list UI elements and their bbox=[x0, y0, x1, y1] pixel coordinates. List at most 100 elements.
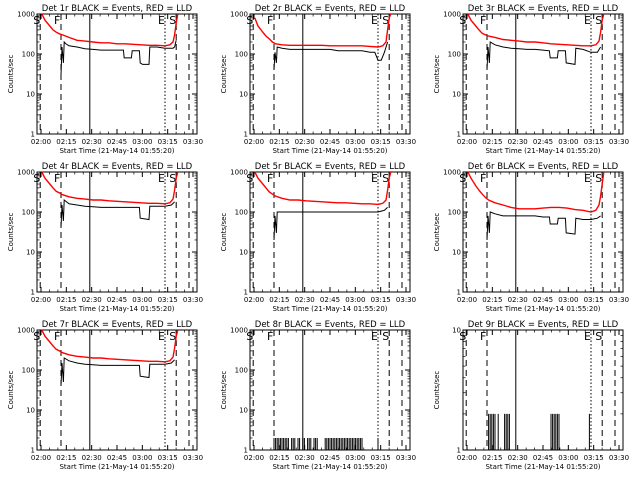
y-axis-label: Counts/sec bbox=[220, 55, 228, 94]
y-axis-label: Counts/sec bbox=[7, 371, 15, 410]
marker-label: S bbox=[382, 14, 389, 27]
x-tick-label: 03:30 bbox=[396, 296, 416, 304]
chart-panel-8: Det 8r BLACK = Events, RED = LLD 1 10 100 10… bbox=[220, 320, 416, 471]
x-axis-label: Start Time (21-May-14 01:55:20) bbox=[59, 147, 174, 155]
y-tick-label: 10 bbox=[26, 407, 35, 415]
x-tick-label: 03:00 bbox=[558, 138, 578, 146]
marker-label: E bbox=[158, 330, 165, 343]
series-line-events bbox=[60, 357, 175, 386]
chart-panel-6: Det 6r BLACK = Events, RED = LLD 1 10 100 10… bbox=[433, 162, 629, 313]
y-tick-label: 100 bbox=[22, 367, 35, 375]
series-line-lld bbox=[467, 171, 605, 213]
y-axis-label: Counts/sec bbox=[433, 371, 441, 410]
x-axis-label: Start Time (21-May-14 01:55:20) bbox=[272, 463, 387, 471]
x-tick-label: 03:15 bbox=[158, 454, 178, 462]
marker-label: E bbox=[584, 330, 591, 343]
x-tick-label: 03:00 bbox=[345, 454, 365, 462]
chart-title: Det 5r BLACK = Events, RED = LLD bbox=[255, 162, 406, 172]
x-tick-label: 02:30 bbox=[82, 138, 102, 146]
series-line-lld bbox=[41, 329, 179, 363]
chart-title: Det 4r BLACK = Events, RED = LLD bbox=[42, 162, 193, 172]
y-tick-label: 10 bbox=[26, 249, 35, 257]
chart-title: Det 1r BLACK = Events, RED = LLD bbox=[42, 4, 193, 14]
x-tick-label: 02:15 bbox=[56, 454, 76, 462]
y-tick-label: 1000 bbox=[443, 11, 461, 19]
marker-label: F bbox=[480, 172, 486, 185]
x-tick-label: 02:00 bbox=[31, 138, 51, 146]
y-tick-label: 1 bbox=[31, 289, 35, 297]
x-tick-label: 02:45 bbox=[107, 296, 127, 304]
y-tick-label: 1 bbox=[31, 447, 35, 455]
marker-label: E bbox=[584, 172, 591, 185]
y-tick-label: 100 bbox=[448, 209, 461, 217]
series-line-lld bbox=[467, 13, 605, 47]
x-tick-label: 02:30 bbox=[295, 296, 315, 304]
marker-label: S bbox=[246, 330, 253, 343]
y-tick-label: 10 bbox=[452, 327, 461, 335]
marker-label: F bbox=[267, 14, 273, 27]
x-tick-label: 03:00 bbox=[132, 296, 152, 304]
chart-title: Det 3r BLACK = Events, RED = LLD bbox=[468, 4, 619, 14]
y-tick-label: 10 bbox=[239, 249, 248, 257]
marker-label: E bbox=[371, 330, 378, 343]
x-tick-label: 03:00 bbox=[345, 296, 365, 304]
x-tick-label: 02:00 bbox=[457, 296, 477, 304]
x-tick-label: 02:15 bbox=[269, 296, 289, 304]
x-axis-label: Start Time (21-May-14 01:55:20) bbox=[485, 305, 600, 313]
x-tick-label: 03:00 bbox=[132, 138, 152, 146]
series-line-lld bbox=[254, 13, 392, 48]
marker-label: F bbox=[480, 330, 486, 343]
x-tick-label: 02:30 bbox=[82, 454, 102, 462]
x-tick-label: 02:30 bbox=[295, 138, 315, 146]
y-tick-label: 1000 bbox=[230, 11, 248, 19]
y-tick-label: 1000 bbox=[443, 169, 461, 177]
y-tick-label: 1 bbox=[457, 447, 461, 455]
chart-panel-4: Det 4r BLACK = Events, RED = LLD 1 10 100 10… bbox=[7, 162, 203, 313]
x-tick-label: 03:15 bbox=[584, 296, 604, 304]
x-tick-label: 03:15 bbox=[371, 296, 391, 304]
marker-label: S bbox=[169, 330, 176, 343]
marker-label: E bbox=[158, 14, 165, 27]
x-tick-label: 03:30 bbox=[396, 454, 416, 462]
x-tick-label: 03:15 bbox=[158, 138, 178, 146]
series-line-events bbox=[60, 40, 177, 75]
x-tick-label: 03:15 bbox=[584, 138, 604, 146]
x-tick-label: 03:00 bbox=[558, 454, 578, 462]
y-axis-label: Counts/sec bbox=[7, 55, 15, 94]
marker-label: S bbox=[33, 330, 40, 343]
y-axis-label: Counts/sec bbox=[433, 55, 441, 94]
marker-label: F bbox=[54, 14, 60, 27]
x-axis-label: Start Time (21-May-14 01:55:20) bbox=[485, 147, 600, 155]
y-tick-label: 100 bbox=[448, 51, 461, 59]
chart-panel-3: Det 3r BLACK = Events, RED = LLD 1 10 100 10… bbox=[433, 4, 629, 155]
chart-panel-1: Det 1r BLACK = Events, RED = LLD 1 10 100 10… bbox=[7, 4, 203, 155]
y-tick-label: 10 bbox=[452, 91, 461, 99]
marker-label: E bbox=[371, 172, 378, 185]
y-tick-label: 1 bbox=[244, 289, 248, 297]
x-tick-label: 02:00 bbox=[244, 296, 264, 304]
x-tick-label: 03:30 bbox=[183, 138, 203, 146]
x-tick-label: 03:00 bbox=[132, 454, 152, 462]
chart-panel-9: Det 9r BLACK = Events, RED = LLD 1 10 02:00… bbox=[433, 320, 629, 471]
y-tick-label: 10 bbox=[26, 91, 35, 99]
marker-label: S bbox=[33, 172, 40, 185]
series-line-lld bbox=[41, 171, 179, 205]
y-tick-label: 1000 bbox=[230, 169, 248, 177]
series-line-events bbox=[273, 207, 388, 241]
series-line-events bbox=[486, 211, 601, 241]
chart-panel-2: Det 2r BLACK = Events, RED = LLD 1 10 100 10… bbox=[220, 4, 416, 155]
marker-label: S bbox=[169, 172, 176, 185]
series-line-events bbox=[486, 41, 602, 70]
x-tick-label: 02:45 bbox=[320, 296, 340, 304]
y-tick-label: 1 bbox=[244, 447, 248, 455]
chart-panel-5: Det 5r BLACK = Events, RED = LLD 1 10 100 10… bbox=[220, 162, 416, 313]
chart-title: Det 6r BLACK = Events, RED = LLD bbox=[468, 162, 619, 172]
series-line-lld bbox=[41, 13, 179, 47]
chart-title: Det 2r BLACK = Events, RED = LLD bbox=[255, 4, 406, 14]
series-line-lld bbox=[254, 171, 392, 206]
x-tick-label: 02:45 bbox=[320, 454, 340, 462]
x-tick-label: 03:30 bbox=[396, 138, 416, 146]
y-tick-label: 1000 bbox=[17, 169, 35, 177]
marker-label: S bbox=[246, 172, 253, 185]
